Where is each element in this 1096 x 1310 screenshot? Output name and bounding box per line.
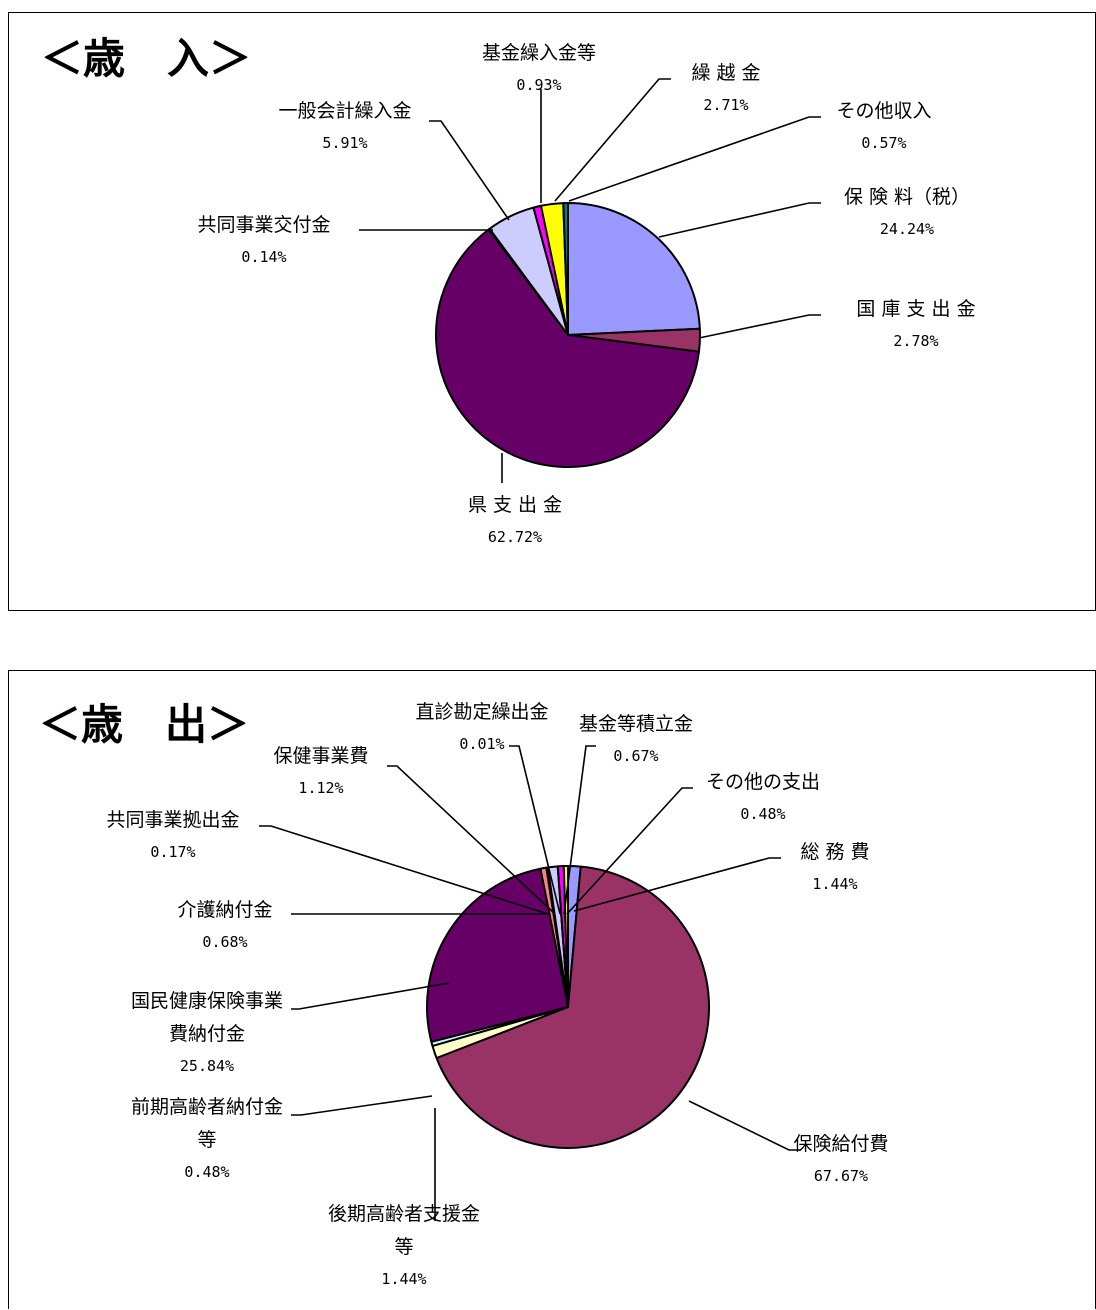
revenue-label-7-line-0: その他収入 [836, 100, 931, 122]
expenditure-value-label-5: 0.68% [202, 933, 247, 951]
expenditure-value-label-6: 0.17% [150, 843, 195, 861]
expenditure-label-8-line-0: 直診勘定繰出金 [415, 701, 548, 723]
expenditure-label-4-line-0: 国民健康保険事業 [131, 990, 283, 1012]
expenditure-value-label-2: 1.44% [381, 1270, 426, 1288]
expenditure-label-6: 共同事業拠出金 0.17% [106, 809, 239, 861]
revenue-label-4-line-0: 一般会計繰入金 [278, 100, 411, 122]
expenditure-leader-10 [566, 787, 693, 915]
revenue-value-label-3: 0.14% [241, 248, 286, 266]
expenditure-label-1-line-0: 保険給付費 [793, 1133, 888, 1155]
expenditure-value-label-10: 0.48% [740, 805, 785, 823]
revenue-value-label-7: 0.57% [861, 134, 906, 152]
revenue-label-0-line-0: 保 険 料（税） [844, 186, 970, 208]
expenditure-label-5-line-0: 介護納付金 [177, 899, 272, 921]
revenue-label-3-line-0: 共同事業交付金 [197, 214, 330, 236]
revenue-leader-6 [554, 78, 671, 202]
expenditure-chart-title: ＜歳 出＞ [39, 700, 249, 749]
expenditure-value-label-7: 1.12% [298, 779, 343, 797]
expenditure-label-9-line-0: 基金等積立金 [579, 713, 693, 735]
expenditure-label-7-line-0: 保健事業費 [273, 745, 368, 767]
revenue-value-label-6: 2.71% [703, 96, 748, 114]
expenditure-value-label-8: 0.01% [459, 735, 504, 753]
revenue-leader-4 [429, 120, 510, 221]
expenditure-label-7: 保健事業費 1.12% [273, 745, 368, 797]
expenditure-label-3-line-0: 前期高齢者納付金 [131, 1096, 283, 1118]
revenue-label-6: 繰 越 金 2.71% [691, 62, 760, 114]
expenditure-label-5: 介護納付金 0.68% [177, 899, 272, 951]
revenue-leader-7 [568, 116, 821, 202]
revenue-label-1-line-0: 国 庫 支 出 金 [856, 298, 975, 320]
revenue-slice-7 [562, 201, 569, 336]
revenue-slice-0 [567, 202, 701, 336]
revenue-slices [435, 201, 701, 468]
revenue-value-label-0: 24.24% [880, 220, 934, 238]
expenditure-leader-6 [259, 825, 549, 915]
revenue-label-5-line-0: 基金繰入金等 [482, 42, 596, 64]
expenditure-label-9: 基金等積立金 0.67% [579, 713, 693, 765]
expenditure-label-2-line-1: 等 [394, 1236, 413, 1258]
revenue-label-0: 保 険 料（税） 24.24% [844, 186, 970, 238]
expenditure-label-10: その他の支出 0.48% [706, 771, 820, 823]
revenue-label-7: その他収入 0.57% [836, 100, 931, 152]
expenditure-leader-8 [509, 745, 561, 915]
expenditure-label-6-line-0: 共同事業拠出金 [106, 809, 239, 831]
revenue-leader-0 [658, 202, 821, 238]
revenue-chart-panel: ＜歳 入＞ 保 険 料（税） 24.24% 国 庫 支 出 金 2.78% 県 支 出 … [8, 12, 1096, 611]
revenue-label-2-line-0: 県 支 出 金 [468, 494, 562, 516]
revenue-slice-2 [435, 228, 700, 468]
expenditure-slice-4 [426, 867, 569, 1043]
expenditure-leader-0 [573, 857, 781, 912]
revenue-label-6-line-0: 繰 越 金 [691, 62, 760, 84]
expenditure-value-label-9: 0.67% [613, 747, 658, 765]
expenditure-value-label-4: 25.84% [180, 1057, 234, 1075]
expenditure-slice-10 [562, 864, 569, 1008]
revenue-label-2: 県 支 出 金 62.72% [468, 494, 562, 546]
expenditure-label-8: 直診勘定繰出金 0.01% [415, 701, 548, 753]
expenditure-value-label-3: 0.48% [184, 1163, 229, 1181]
expenditure-value-label-0: 1.44% [812, 875, 857, 893]
expenditure-leader-7 [387, 765, 556, 915]
revenue-label-1: 国 庫 支 出 金 2.78% [856, 298, 975, 350]
revenue-label-5: 基金繰入金等 0.93% [482, 42, 596, 94]
revenue-label-3: 共同事業交付金 0.14% [197, 214, 330, 266]
expenditure-leader-1 [688, 1100, 801, 1151]
revenue-chart-title: ＜歳 入＞ [41, 34, 251, 83]
expenditure-slices [426, 864, 710, 1149]
expenditure-label-2-line-0: 後期高齢者支援金 [328, 1203, 480, 1225]
expenditure-slice-1 [435, 865, 710, 1149]
expenditure-label-10-line-0: その他の支出 [706, 771, 820, 793]
expenditure-label-0-line-0: 総 務 費 [800, 841, 869, 863]
expenditure-label-4-line-1: 費納付金 [169, 1023, 245, 1045]
revenue-value-label-1: 2.78% [893, 332, 938, 350]
revenue-label-4: 一般会計繰入金 5.91% [278, 100, 411, 152]
revenue-leader-1 [698, 314, 821, 339]
revenue-value-label-2: 62.72% [488, 528, 542, 546]
revenue-value-label-5: 0.93% [516, 76, 561, 94]
expenditure-leader-9 [563, 745, 596, 915]
revenue-value-label-4: 5.91% [322, 134, 367, 152]
expenditure-label-3-line-1: 等 [197, 1129, 216, 1151]
expenditure-chart-panel: ＜歳 出＞ 総 務 費 1.44% 保険給付費 67.67% 後期高齢者支援金等 1.44… [8, 670, 1096, 1309]
expenditure-label-1: 保険給付費 67.67% [793, 1133, 888, 1185]
expenditure-leader-4 [291, 982, 450, 1010]
expenditure-label-0: 総 務 費 1.44% [800, 841, 869, 893]
expenditure-leader-3 [291, 1095, 433, 1116]
revenue-pie-chart: ＜歳 入＞ 保 険 料（税） 24.24% 国 庫 支 出 金 2.78% 県 支 出 … [41, 34, 976, 546]
expenditure-pie-chart: ＜歳 出＞ 総 務 費1.44%保険給付費67.67%後期高齢者支援金等1.44… [39, 700, 889, 1288]
expenditure-value-label-1: 67.67% [814, 1167, 868, 1185]
